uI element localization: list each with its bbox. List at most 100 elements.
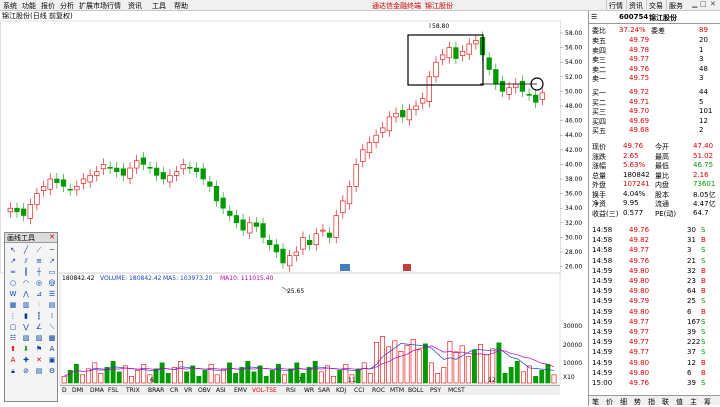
event-marker-2[interactable] — [403, 264, 411, 271]
indicator-tab-vr[interactable]: VR — [184, 387, 193, 394]
indicator-tab-cr[interactable]: CR — [170, 387, 179, 394]
menu-item-function[interactable]: 功能 — [22, 2, 36, 10]
arc-icon[interactable]: ◠ — [22, 279, 30, 287]
eraser-icon[interactable]: ▣ — [48, 356, 56, 364]
bottom-tab[interactable]: 值 — [676, 398, 683, 406]
minimize-icon[interactable]: ▁ — [692, 0, 698, 8]
hline-icon[interactable]: ═ — [10, 268, 16, 276]
bottom-tab[interactable]: 价 — [606, 398, 613, 406]
indicator-tab-fsl[interactable]: FSL — [108, 387, 119, 394]
grid-icon[interactable]: ▦ — [9, 301, 17, 309]
line-icon[interactable]: ╱ — [23, 246, 29, 254]
bottom-tab[interactable]: 主 — [690, 398, 697, 406]
indicator-tab-cci[interactable]: CCI — [354, 387, 365, 394]
lock-icon[interactable]: 🔒︎ — [11, 367, 15, 375]
column-icon[interactable]: ▮ — [24, 312, 28, 320]
close-icon[interactable]: ✕ — [49, 233, 55, 241]
indicator-tab-emv[interactable]: EMV — [234, 387, 248, 394]
top-button-news[interactable]: 资讯 — [626, 0, 645, 10]
indicator-tab-dmi[interactable]: DMI — [72, 387, 84, 394]
pointer-icon[interactable]: ↖ — [10, 246, 16, 254]
gann-icon[interactable]: ⊿ — [36, 290, 42, 298]
ladder-icon[interactable]: ⋮ — [9, 312, 17, 320]
hide-icon[interactable]: ⊘ — [23, 367, 29, 375]
bottom-tab[interactable]: 指 — [648, 398, 655, 406]
menu-item-extended-market[interactable]: 扩展市场行情 — [79, 2, 121, 10]
indicator-tab-asi[interactable]: ASI — [216, 387, 226, 394]
segment-icon[interactable]: ─ — [49, 246, 55, 254]
menu-item-system[interactable]: 系统 — [3, 2, 17, 10]
delete-icon[interactable]: ✕ — [36, 356, 42, 364]
indicator-tab-mcst[interactable]: MCST — [448, 387, 465, 394]
levels-icon[interactable]: ☷ — [9, 334, 17, 342]
kline-chart[interactable]: 58.00 56.00 54.00 52.00 50.00 48.00 46.00 44.00… — [0, 11, 588, 406]
bottom-tab[interactable]: 筹 — [704, 398, 711, 406]
top-button-trade[interactable]: 交易 — [646, 0, 665, 10]
flag-icon[interactable]: ⚑ — [35, 345, 43, 353]
cycle-icon[interactable]: ◎ — [35, 279, 43, 287]
fan-icon[interactable]: ⋀ — [23, 290, 29, 298]
arrow-icon[interactable]: ➚ — [49, 257, 55, 265]
down-arrow-icon[interactable]: ⬇ — [23, 345, 29, 353]
indicator-tab-obv[interactable]: OBV — [198, 387, 211, 394]
vline-icon[interactable]: ║ — [23, 268, 29, 276]
top-button-market[interactable]: 行情 — [606, 0, 625, 10]
indicator-tab-vol-tse[interactable]: VOL-TSE — [252, 387, 277, 394]
indicator-tab-mtm[interactable]: MTM — [390, 387, 405, 394]
steps-icon[interactable]: ⫶ — [38, 301, 40, 309]
ray-icon[interactable]: ⟋ — [36, 246, 42, 254]
menu-item-news[interactable]: 资讯 — [128, 2, 142, 10]
bottom-tab[interactable]: 势 — [634, 398, 641, 406]
indicator-tab-dma[interactable]: DMA — [90, 387, 104, 394]
indicator-tab-psy[interactable]: PSY — [430, 387, 442, 394]
rect-icon[interactable]: ▭ — [48, 268, 56, 276]
bottom-tab[interactable]: 细 — [620, 398, 627, 406]
circle-icon[interactable]: ○ — [9, 279, 17, 287]
angle-icon[interactable]: ∠ — [35, 323, 43, 331]
bars-icon[interactable]: ▥ — [22, 301, 30, 309]
bars2-icon[interactable]: ▧ — [22, 334, 30, 342]
zigzag-icon[interactable]: ⋁ — [23, 323, 29, 331]
indicator-tab-boll[interactable]: BOLL — [408, 387, 424, 394]
top-button-service[interactable]: 服务 — [666, 0, 685, 10]
spiral-icon[interactable]: @ — [48, 279, 56, 287]
indicator-tab-wr[interactable]: WR — [304, 387, 315, 394]
menu-item-tools[interactable]: 工具 — [152, 2, 166, 10]
close-icon[interactable]: ✕ — [710, 0, 716, 8]
table-icon[interactable]: ▩ — [48, 334, 56, 342]
event-marker-1[interactable] — [340, 264, 350, 271]
menu-item-help[interactable]: 帮助 — [174, 2, 188, 10]
text-icon[interactable]: A — [49, 345, 55, 353]
up-arrow-icon[interactable]: ⬆ — [10, 345, 16, 353]
indicator-tab-rsi[interactable]: RSI — [286, 387, 296, 394]
ticks-icon[interactable]: ┇ — [36, 312, 42, 320]
fib-icon[interactable]: ☰ — [48, 290, 56, 298]
box-icon[interactable]: ▢ — [9, 323, 17, 331]
indicator-tab-kdj[interactable]: KDJ — [336, 387, 347, 394]
indicator-tab-sar[interactable]: SAR — [318, 387, 331, 394]
list-icon[interactable]: ☰ — [591, 13, 598, 21]
indicator-tab-d[interactable]: D — [62, 387, 67, 394]
parallel-icon[interactable]: ⫽ — [24, 257, 28, 265]
menu-item-quote[interactable]: 报价 — [41, 2, 55, 10]
maximize-icon[interactable]: □ — [700, 0, 707, 8]
dots-icon[interactable]: ⁞ — [50, 312, 54, 320]
wave-icon[interactable]: W — [9, 290, 17, 298]
save-icon[interactable]: ▤ — [35, 367, 43, 375]
text-color-icon[interactable]: A — [10, 356, 16, 364]
drawing-tools-panel[interactable]: 画线工具 ✕ ↖ ╱ ⟋ ─ ↗ ⫽ ≡ ➚ ═ ║ ┼ ▭ ○ ◠ ◎ @ W ⋀ ⊿ ☰ ▦ ▥ ⫶ ▤ ⋮ ▮ ┇… — [4, 232, 58, 402]
indicator-tab-trix[interactable]: TRIX — [126, 387, 140, 394]
settings-icon[interactable]: ⚙︎ — [48, 367, 56, 375]
marker-icon[interactable]: ✚ — [23, 356, 29, 364]
bottom-tab[interactable]: 联 — [662, 398, 669, 406]
cross-icon[interactable]: ┼ — [36, 268, 42, 276]
trend-icon[interactable]: ↗ — [10, 257, 16, 265]
menu-item-analysis[interactable]: 分析 — [60, 2, 74, 10]
slope-icon[interactable]: ⟍ — [49, 323, 55, 331]
hist-icon[interactable]: ▨ — [35, 334, 43, 342]
channel-icon[interactable]: ≡ — [36, 257, 42, 265]
band-icon[interactable]: ▤ — [48, 301, 56, 309]
indicator-tab-roc[interactable]: ROC — [372, 387, 386, 394]
bottom-tab[interactable]: 笔 — [592, 398, 599, 406]
selection-rectangle[interactable] — [407, 34, 484, 86]
